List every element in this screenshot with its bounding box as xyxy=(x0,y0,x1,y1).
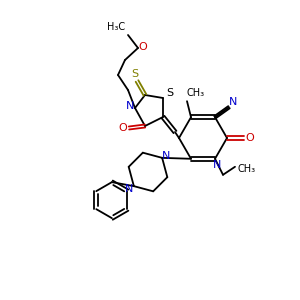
Text: N: N xyxy=(162,151,170,161)
Text: CH₃: CH₃ xyxy=(187,88,205,98)
Text: N: N xyxy=(229,97,237,107)
Text: O: O xyxy=(118,123,127,133)
Text: S: S xyxy=(131,69,139,79)
Text: CH₃: CH₃ xyxy=(238,164,256,174)
Text: S: S xyxy=(167,88,174,98)
Text: N: N xyxy=(126,101,134,111)
Text: H₃C: H₃C xyxy=(107,22,125,32)
Text: N: N xyxy=(125,184,133,194)
Text: O: O xyxy=(139,42,147,52)
Text: O: O xyxy=(246,133,254,143)
Text: N: N xyxy=(213,160,221,170)
